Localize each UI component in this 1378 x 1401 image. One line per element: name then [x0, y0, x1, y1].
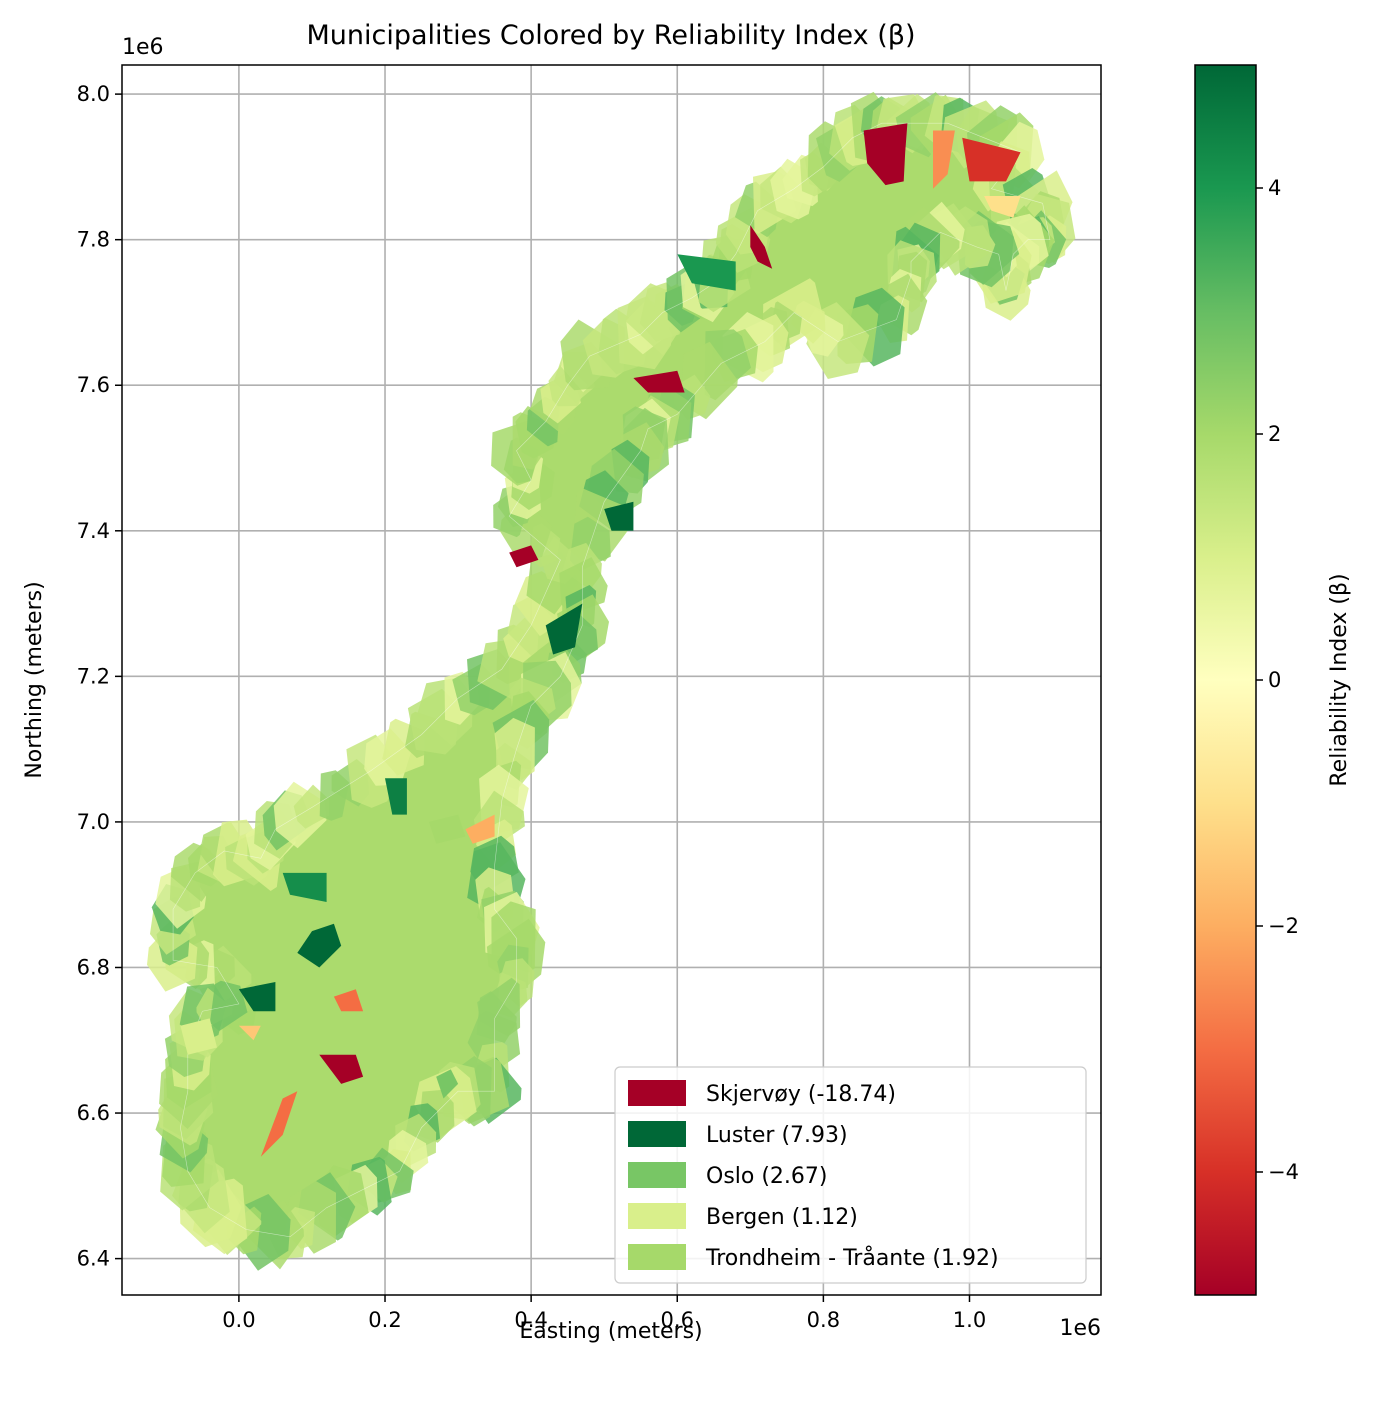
x-tick-label: 0.0: [222, 1308, 255, 1332]
legend-label: Trondheim - Tråante (1.92): [705, 1245, 999, 1271]
legend-label: Luster (7.93): [706, 1123, 848, 1148]
municipality-bergen[interactable]: [180, 1018, 217, 1055]
x-tick-label: 0.6: [661, 1308, 694, 1332]
municipality-mosaic: [147, 91, 1076, 1271]
legend-label: Oslo (2.67): [706, 1164, 828, 1189]
municipality-map: [147, 91, 1076, 1271]
chart-title: Municipalities Colored by Reliability In…: [306, 20, 915, 51]
y-tick-label: 7.6: [77, 373, 110, 397]
municipality-region: [545, 603, 583, 655]
municipality-region: [238, 982, 276, 1012]
plot-area-frame: [121, 64, 1102, 1296]
colorbar-gradient: [1194, 64, 1257, 1296]
legend-label: Skjervøy (-18.74): [706, 1082, 896, 1107]
colorbar[interactable]: −4 −2 0 2 4: [1194, 64, 1299, 1296]
y-axis-offset-label: 1e6: [122, 35, 164, 60]
y-tick-label: 7.8: [77, 228, 110, 252]
legend-swatch: [628, 1244, 686, 1270]
municipality-region: [984, 196, 1021, 218]
x-tick-label: 1.0: [953, 1308, 986, 1332]
country-border: [172, 122, 1051, 1238]
municipality-region: [238, 1025, 261, 1041]
y-tick-label: 6.4: [77, 1247, 110, 1271]
legend: Skjervøy (-18.74) Luster (7.93) Oslo (2.67…: [614, 1066, 1087, 1284]
municipality-region: [260, 1091, 298, 1157]
municipality-region: [319, 1054, 364, 1084]
y-tick-label: 6.6: [77, 1101, 110, 1125]
municipality-region: [750, 225, 773, 269]
municipality-region: [333, 989, 364, 1012]
legend-swatch: [628, 1121, 686, 1147]
municipality-region: [509, 545, 539, 568]
legend-swatch: [628, 1162, 686, 1188]
legend-label: Bergen (1.12): [706, 1205, 858, 1230]
y-tick-label: 8.0: [77, 82, 110, 106]
legend-box: [614, 1066, 1087, 1284]
x-tick-label: 0.2: [368, 1308, 401, 1332]
municipality-trondheim-tr-ante[interactable]: [428, 814, 466, 844]
y-tick-label: 7.4: [77, 519, 110, 543]
y-tick-label: 7.2: [77, 664, 110, 688]
x-tick-label: 0.4: [514, 1308, 547, 1332]
municipality-patch: [293, 784, 329, 829]
y-tick-label: 7.0: [77, 810, 110, 834]
y-axis-ticks: 6.4 6.6 6.8 7.0 7.2 7.4 7.6 7.8 8.0: [77, 82, 122, 1271]
x-axis-ticks: 0.0 0.2 0.4 0.6 0.8 1.0: [222, 1295, 986, 1332]
legend-swatch: [628, 1203, 686, 1229]
y-tick-label: 6.8: [77, 955, 110, 979]
municipality-luster[interactable]: [297, 923, 342, 968]
municipality-region: [465, 814, 495, 844]
municipality-region: [633, 370, 685, 393]
legend-swatch: [628, 1080, 686, 1106]
municipality-region: [962, 137, 1021, 182]
x-axis-label: Easting (meters): [519, 1319, 702, 1344]
colored-regions: [180, 123, 1021, 1157]
colorbar-tick-label: −2: [1268, 914, 1299, 938]
x-tick-label: 0.8: [807, 1308, 840, 1332]
x-axis-offset-label: 1e6: [1059, 1316, 1101, 1341]
municipality-region: [385, 778, 407, 815]
municipality-region: [282, 872, 327, 902]
colorbar-tick-label: −4: [1268, 1160, 1299, 1184]
municipality-oslo[interactable]: [436, 1069, 459, 1099]
colorbar-tick-label: 4: [1268, 176, 1281, 200]
colorbar-label: Reliability Index (β): [1327, 573, 1352, 786]
colorbar-tick-label: 0: [1268, 668, 1281, 692]
y-axis-label: Northing (meters): [22, 581, 47, 778]
colorbar-tick-label: 2: [1268, 422, 1281, 446]
municipality-skjerv-y[interactable]: [863, 123, 908, 186]
municipality-region: [933, 130, 955, 189]
municipality-region: [604, 501, 634, 531]
municipality-region: [677, 254, 736, 291]
